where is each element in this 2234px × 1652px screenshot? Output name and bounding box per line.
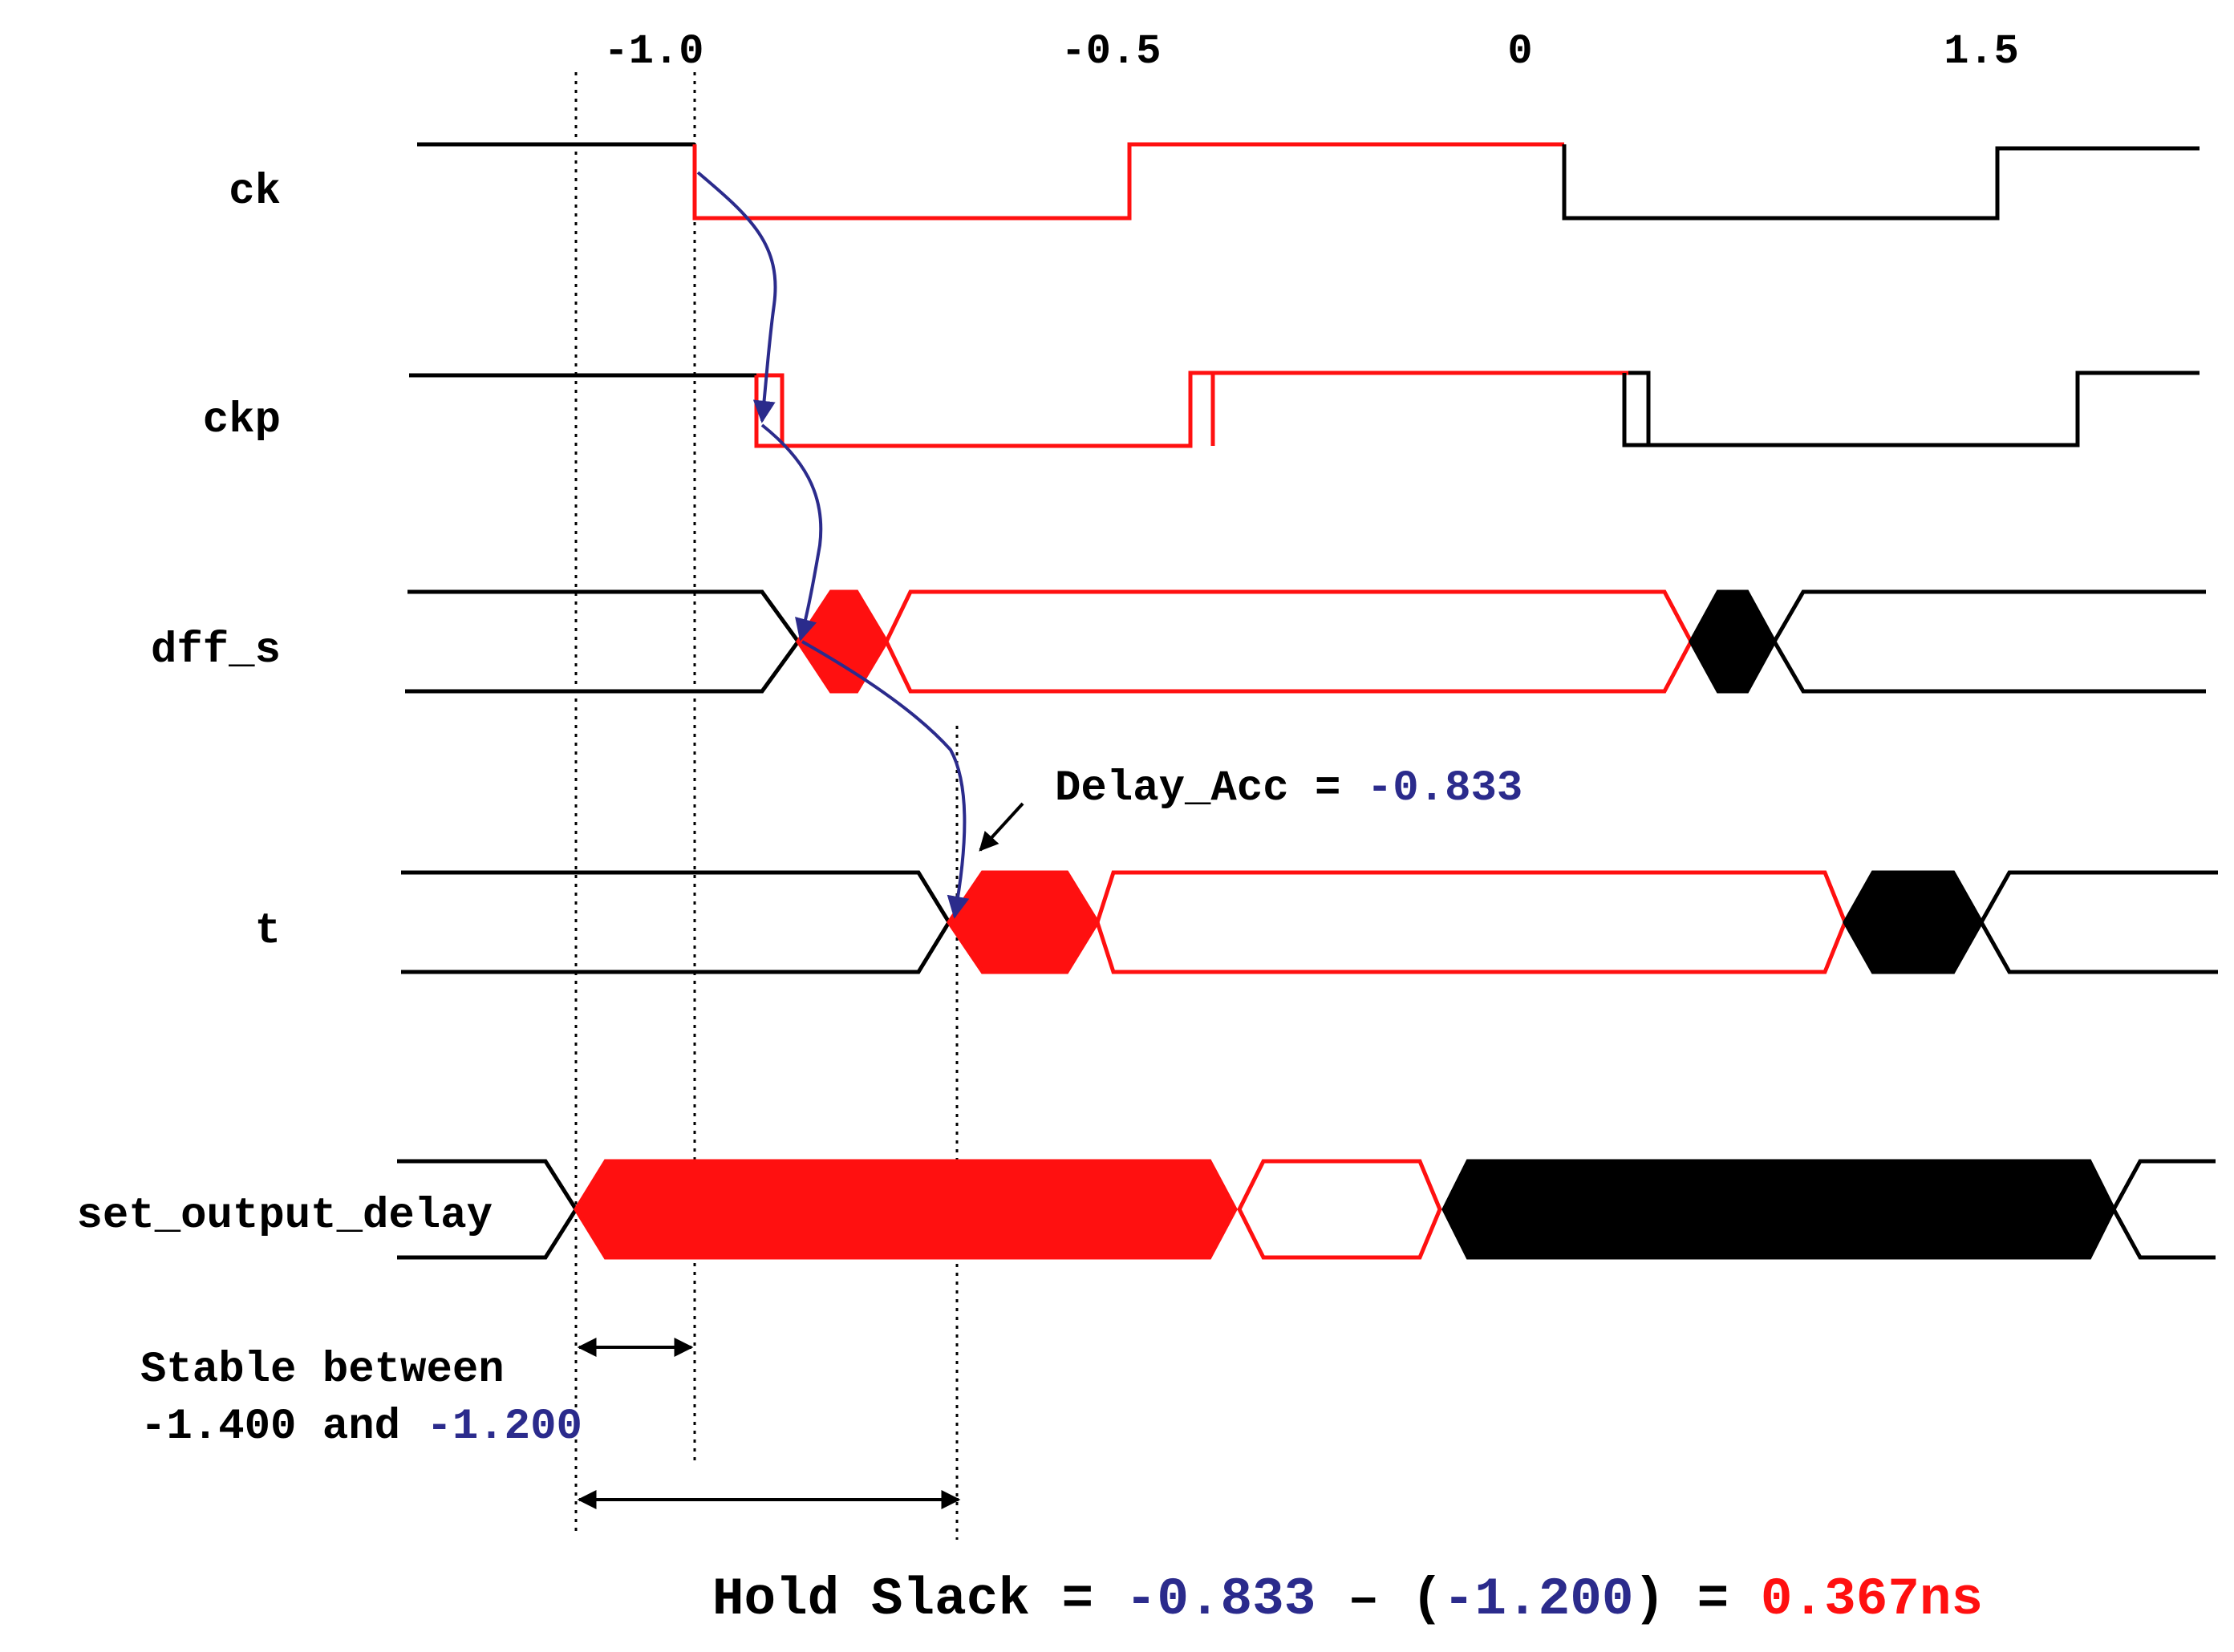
waveform-ckp <box>409 370 2200 448</box>
waveform-segment <box>1624 370 2200 447</box>
stable-note: Stable between -1.400 and -1.200 <box>140 1346 582 1452</box>
waveform-segment <box>574 1159 1238 1260</box>
stable-note-line2: -1.400 and -1.200 <box>140 1403 582 1452</box>
hold-slack-minus: – ( <box>1316 1569 1442 1630</box>
propagation-arrow <box>696 171 777 423</box>
propagation-arrow <box>801 640 970 919</box>
waveform-segment <box>1979 870 2218 974</box>
waveform-segment <box>692 142 1564 221</box>
hold-slack-result: 0.367ns <box>1761 1569 1983 1630</box>
waveform-segment <box>1095 870 1847 974</box>
waveform-set-output-delay <box>397 1159 2216 1260</box>
stable-note-prefix: -1.400 and <box>140 1403 426 1452</box>
tick-label: 1.5 <box>1944 28 2019 75</box>
waveform-dff-s <box>405 589 2206 694</box>
stable-note-value: -1.200 <box>426 1403 582 1452</box>
signal-label-set-output-delay: set_output_delay <box>77 1192 493 1241</box>
waveform-t <box>401 870 2218 974</box>
waveform-segment <box>2111 1159 2216 1260</box>
waveform-ck <box>417 142 2200 221</box>
hold-slack-equation: Hold Slack = -0.833 – (-1.200) = 0.367ns <box>712 1569 1983 1630</box>
tick-label: -0.5 <box>1061 28 1162 75</box>
tick-label: 0 <box>1507 28 1532 75</box>
signal-labels: ck ckp dff_s t set_output_delay <box>77 168 493 1241</box>
waveform-segment <box>405 589 801 694</box>
stable-note-line1: Stable between <box>140 1346 505 1395</box>
delay-annotation: Delay_Acc = -0.833 <box>979 764 1522 852</box>
signal-label-ck: ck <box>229 168 281 217</box>
waveform-segment <box>1772 589 2206 694</box>
delay-annotation-text: Delay_Acc = -0.833 <box>1055 764 1522 813</box>
waveform-segment <box>884 589 1693 694</box>
time-axis: -1.0 -0.5 0 1.5 <box>604 28 2019 75</box>
signal-label-ckp: ckp <box>203 396 281 445</box>
waveform-segment <box>1441 1159 2116 1260</box>
waveform-segment <box>796 589 889 694</box>
signal-label-dff-s: dff_s <box>151 626 281 675</box>
waveform-segment <box>1237 1159 1442 1260</box>
delay-annotation-label: Delay_Acc = <box>1055 764 1367 813</box>
propagation-arrow <box>760 423 823 642</box>
waveform-segment <box>1622 370 1651 447</box>
waveform-segment <box>946 870 1100 974</box>
waveform-segment <box>1843 870 1984 974</box>
waveform-segment <box>1689 589 1777 694</box>
waveform-segment <box>756 373 785 446</box>
delay-annotation-value: -0.833 <box>1367 764 1522 813</box>
waveform-segment <box>754 370 1628 448</box>
propagation-arrows <box>696 171 970 919</box>
reference-lines <box>574 72 959 1540</box>
hold-slack-stable: -1.200 <box>1443 1569 1634 1630</box>
tick-label: -1.0 <box>604 28 704 75</box>
hold-slack-delay: -0.833 <box>1125 1569 1316 1630</box>
waveform-segment <box>401 870 951 974</box>
hold-slack-prefix: Hold Slack = <box>712 1569 1125 1630</box>
signal-label-t: t <box>255 907 281 956</box>
delay-pointer-arrow <box>979 802 1024 852</box>
hold-slack-equals: ) = <box>1633 1569 1760 1630</box>
waveform-segment <box>1190 370 1215 446</box>
waveform-segment <box>1562 144 2200 221</box>
